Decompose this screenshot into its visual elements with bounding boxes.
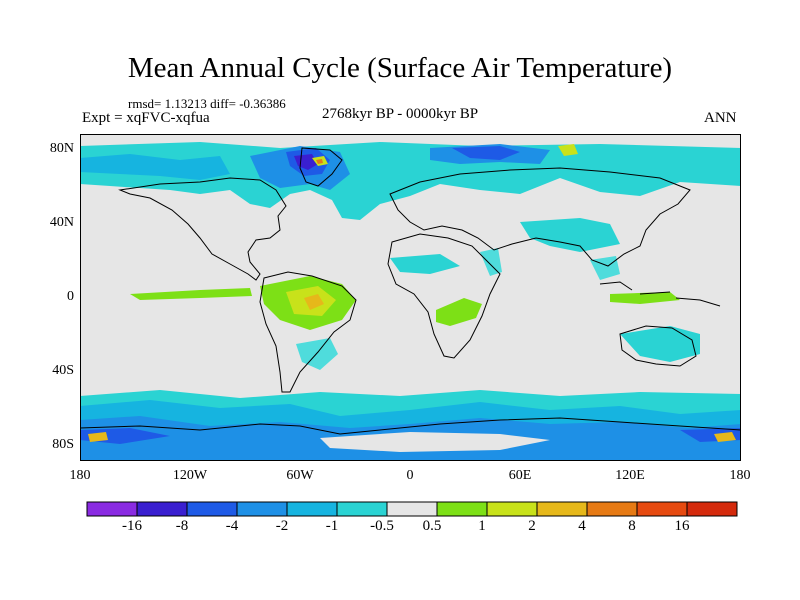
coastline-north-america xyxy=(118,177,287,281)
lon-label-180w: 180 xyxy=(69,468,91,483)
colorbar-swatch xyxy=(236,501,288,517)
colorbar xyxy=(86,501,738,517)
colorbar-swatch xyxy=(136,501,188,517)
map-frame xyxy=(80,134,741,461)
arabia-cyan xyxy=(390,254,460,274)
colorbar-label: 2 xyxy=(528,518,536,534)
colorbar-swatch xyxy=(686,501,738,517)
coastline-south-america xyxy=(259,271,357,393)
central-asia-cyan xyxy=(520,218,620,252)
lon-label-180e: 180 xyxy=(729,468,751,483)
lon-label-120w: 120W xyxy=(172,468,208,483)
season-label: ANN xyxy=(704,110,737,126)
coastline-antarctica xyxy=(80,417,741,435)
siberia-deep-blue xyxy=(452,146,520,160)
australia-cyan xyxy=(620,326,700,362)
colorbar-label: -16 xyxy=(122,518,142,534)
lat-label-40s: 40S xyxy=(52,363,74,378)
lat-label-40n: 40N xyxy=(49,215,74,230)
colorbar-label: 4 xyxy=(578,518,586,534)
colorbar-swatch xyxy=(636,501,688,517)
lon-label-0: 0 xyxy=(406,468,414,483)
colorbar-swatch xyxy=(86,501,138,517)
colorbar-label: -1 xyxy=(325,518,339,534)
red-sea-cyan xyxy=(480,248,502,276)
coastline-maritime-islands xyxy=(599,281,721,307)
lon-label-60w: 60W xyxy=(286,468,314,483)
rmsd-diff-stats: rmsd= 1.13213 diff= -0.36386 xyxy=(128,96,286,111)
colorbar-label: -8 xyxy=(175,518,189,534)
colorbar-label: -4 xyxy=(225,518,239,534)
colorbar-label: 1 xyxy=(478,518,486,534)
south-atlantic-cyan xyxy=(296,338,338,370)
lon-label-60e: 60E xyxy=(508,468,532,483)
colorbar-label: -0.5 xyxy=(370,518,394,534)
equatorial-pacific-green xyxy=(130,288,252,300)
africa-green xyxy=(436,298,482,326)
amazon-yellow-core xyxy=(304,294,324,310)
colorbar-swatch xyxy=(386,501,438,517)
arctic-cyan-band xyxy=(80,142,741,220)
temperature-anomaly-map xyxy=(80,134,741,461)
colorbar-label: 8 xyxy=(628,518,636,534)
antarctic-warm-west xyxy=(88,432,108,442)
maritime-continent-green xyxy=(610,292,680,304)
colorbar-swatch xyxy=(186,501,238,517)
colorbar-swatch xyxy=(486,501,538,517)
colorbar-label: 0.5 xyxy=(422,518,442,534)
colorbar-swatch xyxy=(336,501,388,517)
north-pacific-sky xyxy=(80,154,230,180)
plot-title: Mean Annual Cycle (Surface Air Temperatu… xyxy=(127,52,673,84)
lat-label-equator: 0 xyxy=(67,289,74,304)
antarctic-neutral-patch xyxy=(320,432,550,452)
time-period: 2768kyr BP - 0000kyr BP xyxy=(322,106,479,122)
experiment-label: Expt = xqFVC-xqfua xyxy=(82,110,210,126)
colorbar-swatch xyxy=(586,501,638,517)
coastline-australia xyxy=(619,325,697,367)
east-siberia-warm-spot xyxy=(558,144,578,156)
antarctic-warm-ross xyxy=(714,432,736,442)
barents-warm-core xyxy=(316,159,323,164)
coastline-greenland xyxy=(299,147,343,187)
lat-label-80n: 80N xyxy=(49,141,74,156)
coastline-eurasia xyxy=(389,167,691,267)
colorbar-label: 16 xyxy=(674,518,690,534)
colorbar-label: -2 xyxy=(275,518,289,534)
coastline-africa xyxy=(387,233,501,359)
lon-label-120e: 120E xyxy=(615,468,645,483)
colorbar-swatch xyxy=(436,501,488,517)
colorbar-swatch xyxy=(536,501,588,517)
colorbar-swatch xyxy=(286,501,338,517)
lat-label-80s: 80S xyxy=(52,437,74,452)
